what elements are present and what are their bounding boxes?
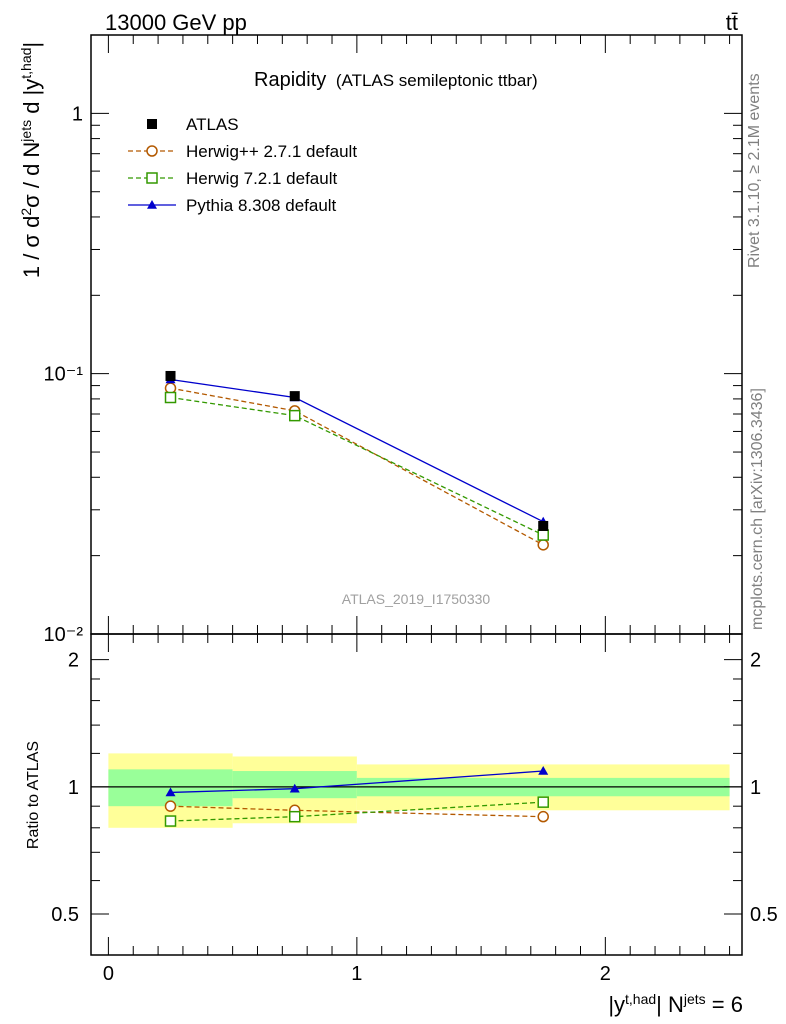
ratio-y-tick-label-right: 0.5 <box>750 904 778 926</box>
marker-circle-open <box>164 382 177 394</box>
ratio-y-axis-label: Ratio to ATLAS <box>25 741 42 849</box>
ratio-plot-series <box>91 766 742 827</box>
ratio-y-tick-label-left: 0.5 <box>51 904 79 926</box>
main-y-tick-label: 1 <box>72 103 83 125</box>
rivet-version-label: Rivet 3.1.10, ≥ 2.1M events <box>746 73 763 268</box>
analysis-watermark: ATLAS_2019_I1750330 <box>342 591 491 607</box>
marker-square-filled <box>147 119 157 129</box>
main-y-tick-label: 10⁻¹ <box>44 364 84 386</box>
marker-circle-open <box>537 539 549 551</box>
marker-square-open <box>146 172 158 184</box>
legend-item: Herwig 7.2.1 default <box>128 169 337 188</box>
legend-label: Herwig 7.2.1 default <box>186 169 337 188</box>
legend-item: ATLAS <box>147 115 239 134</box>
series-line <box>170 396 544 536</box>
x-tick-label: 2 <box>600 963 611 985</box>
marker-triangle-filled <box>165 787 176 797</box>
marker-square-filled <box>538 520 549 531</box>
legend-label: ATLAS <box>186 115 239 134</box>
ratio-y-tick-label-right: 1 <box>750 777 761 799</box>
legend-label: Pythia 8.308 default <box>186 196 337 215</box>
y-axis-label: 1 / σ d2σ / d Njets d |yt,had| <box>18 42 44 278</box>
main-plot-series <box>164 370 549 551</box>
marker-square-open <box>164 815 177 827</box>
marker-square-open <box>288 810 301 823</box>
marker-triangle-filled <box>289 783 300 793</box>
marker-circle-open <box>537 810 549 823</box>
x-tick-label: 0 <box>103 963 114 985</box>
legend-item: Herwig++ 2.7.1 default <box>128 142 357 161</box>
series-atlas <box>165 370 549 531</box>
ratio-y-tick-label-left: 1 <box>68 777 79 799</box>
marker-triangle-filled <box>147 200 157 209</box>
plot-title-sub: (ATLAS semileptonic ttbar) <box>336 71 538 90</box>
marker-square-open <box>537 529 549 541</box>
marker-triangle-filled <box>538 766 549 775</box>
marker-circle-open <box>164 800 177 812</box>
header-right-label: tt̄ <box>726 10 738 35</box>
ratio-series-pythia-8-308-default <box>165 766 549 797</box>
ratio-y-tick-label-right: 2 <box>750 650 761 672</box>
marker-square-open <box>288 409 301 422</box>
x-axis-label: |yt,had| Njets = 6 <box>608 991 743 1017</box>
marker-square-open <box>537 796 549 808</box>
legend-label: Herwig++ 2.7.1 default <box>186 142 357 161</box>
ratio-y-tick-label-left: 2 <box>68 650 79 672</box>
header-left-label: 13000 GeV pp <box>105 10 247 35</box>
legend: ATLAS Herwig++ 2.7.1 default Herwig 7.2.1 … <box>128 115 357 215</box>
ratio-plot-frame <box>90 633 743 956</box>
plot-title: Rapidity (ATLAS semileptonic ttbar) <box>254 69 538 91</box>
plot-title-main: Rapidity <box>254 69 326 91</box>
series-line <box>170 387 544 546</box>
marker-square-filled <box>289 391 300 402</box>
legend-item: Pythia 8.308 default <box>128 196 337 215</box>
ratio-series-herwig-7-2-1-default <box>164 796 549 827</box>
marker-square-open <box>164 391 177 404</box>
mcplots-reference-label: mcplots.cern.ch [arXiv:1306.3436] <box>749 388 766 630</box>
marker-square-filled <box>165 370 176 381</box>
x-tick-label: 1 <box>351 963 362 985</box>
series-herwig-7-2-1-default <box>164 391 549 541</box>
marker-circle-open <box>146 145 158 157</box>
axis-ticks: 1 10⁻¹ 10⁻² 2 2 1 1 0.5 0.5 0 1 2 <box>44 34 778 985</box>
plot-frames <box>90 34 743 956</box>
main-y-tick-label: 10⁻² <box>44 624 84 646</box>
